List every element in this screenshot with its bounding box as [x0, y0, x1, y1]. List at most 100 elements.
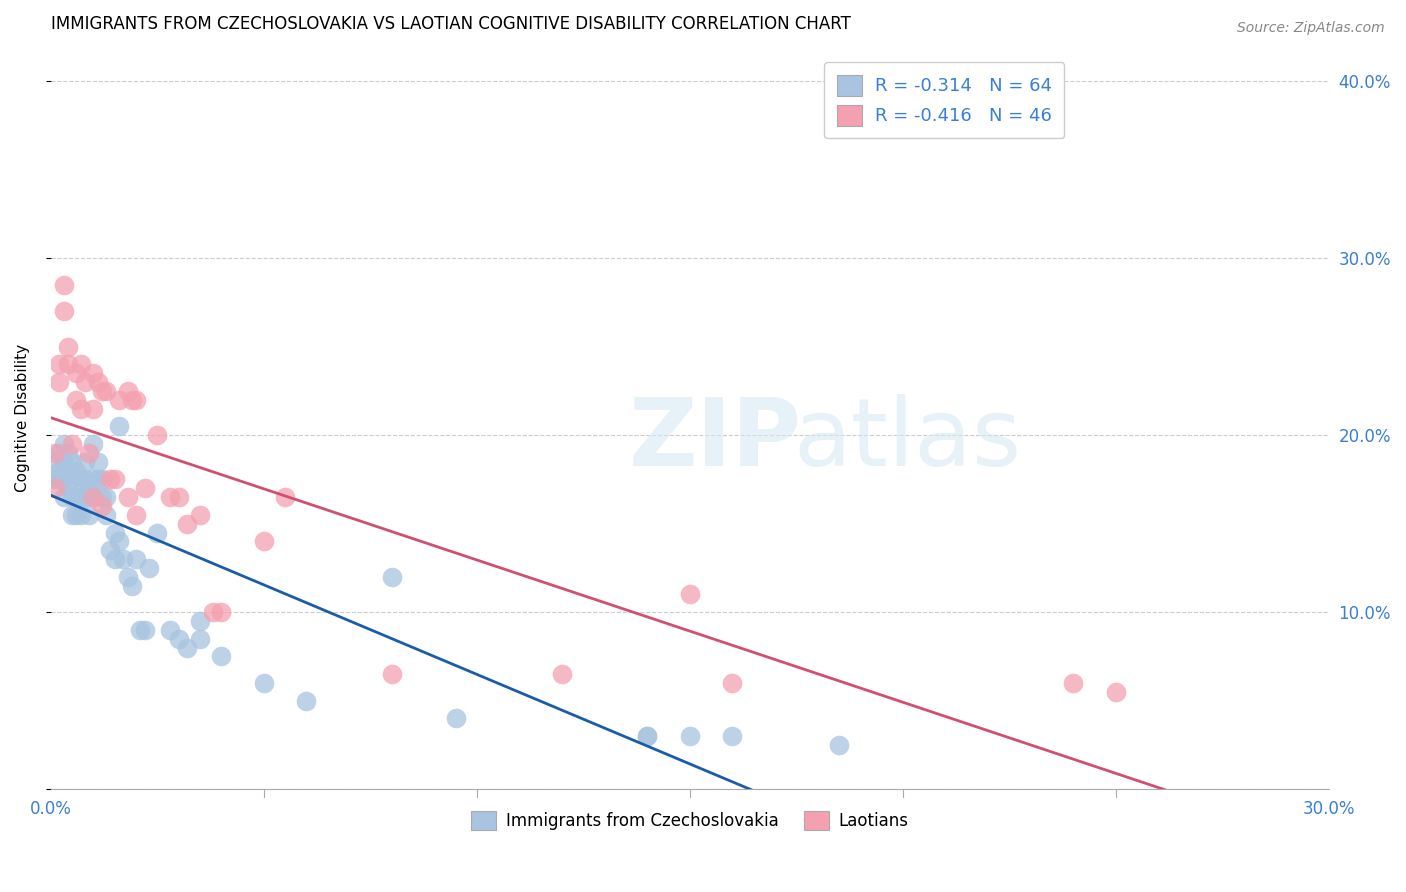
Point	[159, 623, 181, 637]
Point	[60, 472, 83, 486]
Point	[82, 490, 104, 504]
Point	[381, 667, 404, 681]
Point	[48, 472, 70, 486]
Point	[188, 614, 211, 628]
Point	[56, 357, 79, 371]
Point	[117, 490, 139, 504]
Point	[69, 508, 91, 522]
Point	[52, 455, 75, 469]
Point	[82, 472, 104, 486]
Legend: Immigrants from Czechoslovakia, Laotians: Immigrants from Czechoslovakia, Laotians	[464, 804, 915, 837]
Point	[86, 472, 108, 486]
Point	[108, 534, 131, 549]
Point	[117, 570, 139, 584]
Point	[48, 357, 70, 371]
Point	[91, 472, 114, 486]
Point	[381, 570, 404, 584]
Point	[828, 738, 851, 752]
Point	[56, 340, 79, 354]
Text: Source: ZipAtlas.com: Source: ZipAtlas.com	[1237, 21, 1385, 35]
Point	[1062, 676, 1084, 690]
Point	[77, 481, 100, 495]
Point	[60, 437, 83, 451]
Point	[44, 472, 66, 486]
Point	[91, 384, 114, 398]
Point	[253, 676, 276, 690]
Point	[56, 481, 79, 495]
Point	[104, 472, 127, 486]
Point	[201, 605, 224, 619]
Point	[86, 455, 108, 469]
Point	[104, 552, 127, 566]
Point	[91, 490, 114, 504]
Point	[91, 499, 114, 513]
Point	[65, 464, 87, 478]
Point	[56, 464, 79, 478]
Point	[82, 437, 104, 451]
Point	[295, 694, 318, 708]
Point	[125, 508, 148, 522]
Point	[146, 428, 169, 442]
Point	[636, 729, 658, 743]
Point	[52, 304, 75, 318]
Point	[69, 472, 91, 486]
Point	[65, 392, 87, 407]
Point	[188, 508, 211, 522]
Point	[121, 392, 143, 407]
Point	[60, 508, 83, 522]
Point	[73, 472, 96, 486]
Point	[52, 472, 75, 486]
Point	[253, 534, 276, 549]
Point	[82, 401, 104, 416]
Point	[125, 552, 148, 566]
Point	[121, 579, 143, 593]
Point	[60, 490, 83, 504]
Point	[679, 729, 702, 743]
Point	[77, 446, 100, 460]
Point	[138, 561, 160, 575]
Point	[73, 490, 96, 504]
Point	[65, 490, 87, 504]
Text: IMMIGRANTS FROM CZECHOSLOVAKIA VS LAOTIAN COGNITIVE DISABILITY CORRELATION CHART: IMMIGRANTS FROM CZECHOSLOVAKIA VS LAOTIA…	[51, 15, 851, 33]
Point	[721, 729, 744, 743]
Point	[176, 640, 198, 655]
Point	[444, 711, 467, 725]
Point	[82, 366, 104, 380]
Point	[125, 392, 148, 407]
Point	[134, 481, 156, 495]
Point	[209, 649, 232, 664]
Point	[1105, 685, 1128, 699]
Point	[117, 384, 139, 398]
Point	[146, 525, 169, 540]
Point	[167, 632, 190, 646]
Point	[56, 446, 79, 460]
Point	[188, 632, 211, 646]
Point	[551, 667, 574, 681]
Point	[52, 490, 75, 504]
Point	[52, 437, 75, 451]
Point	[96, 384, 118, 398]
Point	[44, 481, 66, 495]
Point	[65, 508, 87, 522]
Point	[60, 455, 83, 469]
Text: ZIP: ZIP	[628, 393, 801, 486]
Point	[167, 490, 190, 504]
Point	[48, 464, 70, 478]
Point	[159, 490, 181, 504]
Point	[44, 455, 66, 469]
Point	[44, 446, 66, 460]
Point	[69, 490, 91, 504]
Point	[108, 419, 131, 434]
Point	[679, 587, 702, 601]
Text: atlas: atlas	[793, 393, 1021, 486]
Point	[209, 605, 232, 619]
Point	[69, 357, 91, 371]
Point	[100, 472, 122, 486]
Point	[274, 490, 297, 504]
Point	[52, 277, 75, 292]
Point	[77, 508, 100, 522]
Point	[104, 525, 127, 540]
Point	[129, 623, 152, 637]
Point	[82, 490, 104, 504]
Point	[721, 676, 744, 690]
